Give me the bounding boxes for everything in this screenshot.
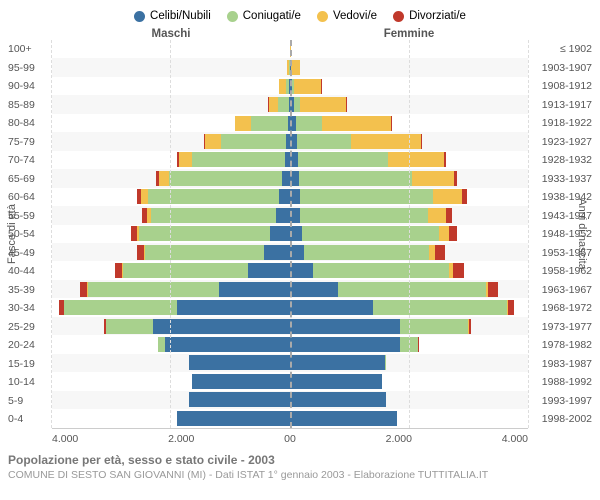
legend-label: Vedovi/e	[333, 10, 377, 22]
age-label: 80-84	[8, 114, 52, 133]
xaxis-tick: 0	[290, 433, 296, 445]
birth-label: 1913-1917	[528, 96, 592, 115]
age-label: 5-9	[8, 392, 52, 411]
birth-label: 1968-1972	[528, 299, 592, 318]
age-label: 85-89	[8, 96, 52, 115]
footer-subtitle: COMUNE DI SESTO SAN GIOVANNI (MI) - Dati…	[8, 469, 592, 481]
birth-label: 1908-1912	[528, 77, 592, 96]
birth-label: ≤ 1902	[528, 40, 592, 59]
birth-label: 1923-1927	[528, 133, 592, 152]
birth-label: 1998-2002	[528, 410, 592, 429]
birth-label: 1993-1997	[528, 392, 592, 411]
header-males: Maschi	[52, 28, 290, 40]
legend-label: Coniugati/e	[243, 10, 301, 22]
age-label: 15-19	[8, 355, 52, 374]
birth-label: 1988-1992	[528, 373, 592, 392]
xaxis-tick: 4.000	[502, 433, 528, 445]
yaxis-left-title: Fasce di età	[6, 204, 18, 264]
chart-container: Celibi/Nubili Coniugati/e Vedovi/e Divorzia…	[0, 0, 600, 487]
legend-item-vedovi: Vedovi/e	[317, 10, 377, 22]
legend-swatch	[317, 11, 328, 22]
header-females: Femmine	[290, 28, 528, 40]
age-label: 100+	[8, 40, 52, 59]
footer-title: Popolazione per età, sesso e stato civil…	[8, 453, 592, 467]
xaxis-tick: 2.000	[386, 433, 412, 445]
xaxis-tick: 4.000	[52, 433, 78, 445]
gridline	[51, 40, 52, 428]
legend-item-coniugati: Coniugati/e	[227, 10, 301, 22]
birth-label: 1973-1977	[528, 318, 592, 337]
age-label: 40-44	[8, 262, 52, 281]
gridline	[409, 40, 410, 428]
birth-label: 1903-1907	[528, 59, 592, 78]
age-label: 25-29	[8, 318, 52, 337]
birth-label: 1918-1922	[528, 114, 592, 133]
legend-swatch	[134, 11, 145, 22]
birth-label: 1933-1937	[528, 170, 592, 189]
age-label: 90-94	[8, 77, 52, 96]
legend-item-celibi: Celibi/Nubili	[134, 10, 211, 22]
age-label: 35-39	[8, 281, 52, 300]
age-label: 20-24	[8, 336, 52, 355]
xaxis-right: 0 2.000 4.000	[290, 433, 528, 445]
age-label: 0-4	[8, 410, 52, 429]
gridline	[528, 40, 529, 428]
birth-label: 1928-1932	[528, 151, 592, 170]
age-label: 10-14	[8, 373, 52, 392]
legend-label: Divorziati/e	[409, 10, 466, 22]
age-label: 95-99	[8, 59, 52, 78]
birth-label: 1983-1987	[528, 355, 592, 374]
x-axis: 4.000 2.000 0 0 2.000 4.000	[52, 433, 528, 445]
age-label: 30-34	[8, 299, 52, 318]
column-headers: Maschi Femmine	[8, 28, 592, 40]
birth-label: 1978-1982	[528, 336, 592, 355]
males-half	[52, 40, 290, 428]
gridline	[170, 40, 171, 428]
legend-swatch	[393, 11, 404, 22]
legend-swatch	[227, 11, 238, 22]
xaxis-tick: 2.000	[168, 433, 194, 445]
center-axis-line	[290, 40, 292, 428]
birth-label: 1963-1967	[528, 281, 592, 300]
xaxis-left: 4.0002.0000	[52, 433, 290, 445]
age-label: 65-69	[8, 170, 52, 189]
yaxis-right-title: Anni di nascita	[576, 198, 588, 270]
legend-item-divorziati: Divorziati/e	[393, 10, 466, 22]
legend-label: Celibi/Nubili	[150, 10, 211, 22]
plot-area	[52, 40, 528, 429]
females-half	[290, 40, 528, 428]
age-label: 75-79	[8, 133, 52, 152]
legend: Celibi/Nubili Coniugati/e Vedovi/e Divorzia…	[8, 10, 592, 22]
age-label: 70-74	[8, 151, 52, 170]
